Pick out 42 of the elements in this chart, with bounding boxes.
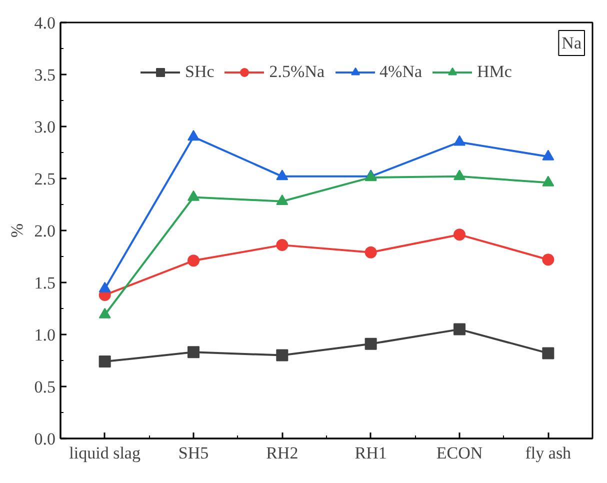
x-tick-label: liquid slag — [69, 444, 141, 462]
point — [364, 246, 377, 258]
x-tick-label: RH2 — [266, 444, 298, 462]
point — [188, 254, 200, 267]
point — [454, 170, 466, 180]
y-tick-label: 0.5 — [34, 378, 56, 396]
y-tick-label: 1.5 — [34, 274, 56, 292]
point — [276, 194, 288, 206]
point — [276, 239, 288, 252]
point — [98, 282, 111, 292]
point — [98, 356, 111, 368]
point — [188, 346, 200, 358]
point — [188, 190, 200, 201]
legend-label: 2.5%Na — [269, 62, 325, 82]
legend-label: SHc — [185, 62, 214, 82]
point — [542, 150, 554, 160]
legend-label: HMc — [477, 62, 512, 82]
x-tick-label: RH1 — [354, 444, 387, 462]
point — [542, 176, 554, 186]
x-tick-label: SH5 — [178, 444, 209, 462]
point — [454, 323, 466, 336]
point — [276, 349, 288, 362]
y-tick-label: 3.0 — [34, 118, 56, 136]
point — [542, 254, 554, 266]
point — [276, 170, 288, 180]
point — [454, 135, 466, 146]
y-tick-label: 4.0 — [34, 14, 56, 32]
y-tick-label: 2.5 — [34, 170, 56, 188]
y-tick-label: 0.0 — [34, 430, 56, 448]
point — [454, 228, 466, 241]
y-tick-label: 1.0 — [34, 326, 56, 344]
annotation: Na — [562, 34, 582, 52]
y-tick-label: 2.0 — [34, 222, 56, 240]
y-axis-title: % — [7, 223, 26, 238]
point — [98, 308, 111, 318]
point — [364, 338, 377, 350]
point — [188, 130, 200, 141]
x-tick-label: fly ash — [525, 444, 572, 462]
x-tick-label: ECON — [436, 444, 483, 462]
y-tick-label: 3.5 — [34, 66, 56, 84]
legend-label: 4%Na — [380, 62, 422, 82]
point — [542, 347, 554, 360]
